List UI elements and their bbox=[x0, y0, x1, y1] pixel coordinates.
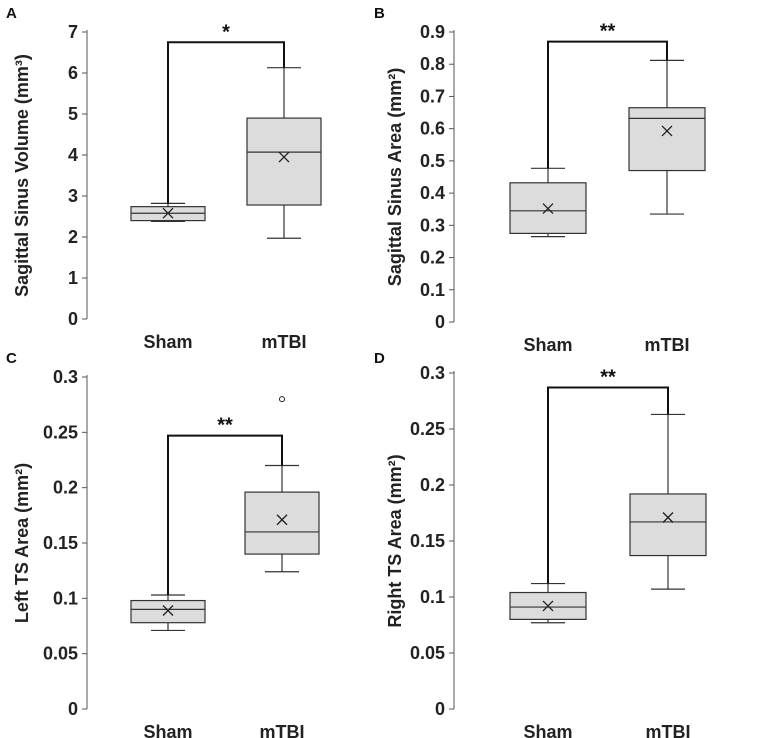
y-tick-label: 0.9 bbox=[420, 22, 445, 42]
y-tick-label: 0.8 bbox=[420, 54, 445, 74]
mean-marker-stroke bbox=[276, 514, 288, 526]
significance-bracket: ** bbox=[167, 415, 283, 596]
iqr-box bbox=[244, 491, 320, 555]
mean-marker bbox=[542, 600, 554, 612]
y-tick-label: 0.15 bbox=[43, 533, 78, 553]
y-tick-label: 7 bbox=[68, 22, 78, 42]
y-tick-label: 0.15 bbox=[410, 531, 445, 551]
y-tick-label: 3 bbox=[68, 186, 78, 206]
panel-label: A bbox=[6, 5, 17, 22]
bracket-line bbox=[547, 40, 668, 169]
y-tick-label: 0.7 bbox=[420, 86, 445, 106]
significance-label: ** bbox=[600, 21, 616, 43]
y-tick-label: 0.2 bbox=[53, 478, 78, 498]
y-tick-label: 0.4 bbox=[420, 183, 445, 203]
panel-d: D 0 0.05 0.1 0.15 0.2 0.25 0.3 Right TS Area (mm… bbox=[374, 350, 707, 738]
x-category-label: Sham bbox=[523, 722, 572, 738]
mean-marker-stroke bbox=[542, 203, 554, 215]
y-axis-label: Right TS Area (mm²) bbox=[385, 454, 405, 627]
mean-marker-stroke bbox=[162, 207, 174, 219]
mean-marker bbox=[661, 125, 673, 137]
iqr-box bbox=[130, 599, 206, 624]
x-category-label: Sham bbox=[143, 332, 192, 352]
box-mtbi bbox=[246, 67, 322, 239]
y-tick-label: 0.1 bbox=[53, 588, 78, 608]
box-mtbi bbox=[628, 59, 706, 215]
y-tick-label: 0.5 bbox=[420, 151, 445, 171]
box-mtbi bbox=[244, 396, 320, 573]
panel-label: C bbox=[6, 350, 17, 367]
x-category-label: mTBI bbox=[262, 332, 307, 352]
mean-marker-stroke bbox=[162, 605, 174, 616]
mean-marker bbox=[276, 514, 288, 526]
y-tick-label: 0.2 bbox=[420, 248, 445, 268]
panel-c: C 0 0.05 0.1 0.15 0.2 0.25 0.3 Left TS Area (mm²… bbox=[6, 350, 320, 738]
iqr-box bbox=[628, 107, 706, 172]
x-category-label: mTBI bbox=[645, 335, 690, 355]
bracket-line bbox=[167, 41, 285, 204]
y-tick-label: 0.6 bbox=[420, 119, 445, 139]
x-category-label: mTBI bbox=[646, 722, 691, 738]
panel-label: B bbox=[374, 5, 385, 22]
y-axis-label: Left TS Area (mm²) bbox=[12, 463, 32, 623]
panel-label: D bbox=[374, 350, 385, 367]
mean-marker bbox=[662, 512, 674, 523]
y-tick-label: 1 bbox=[68, 268, 78, 288]
y-tick-label: 0.25 bbox=[410, 419, 445, 439]
y-tick-label: 4 bbox=[68, 145, 78, 165]
box-sham bbox=[130, 202, 206, 223]
y-tick-label: 0.1 bbox=[420, 587, 445, 607]
iqr-box bbox=[629, 493, 707, 557]
x-category-label: Sham bbox=[523, 335, 572, 355]
significance-label: * bbox=[222, 21, 230, 43]
y-tick-label: 0.3 bbox=[420, 363, 445, 383]
y-axis-label: Sagittal Sinus Area (mm²) bbox=[385, 68, 405, 286]
mean-marker bbox=[278, 151, 290, 163]
y-tick-label: 0.1 bbox=[420, 280, 445, 300]
y-tick-label: 0.05 bbox=[43, 644, 78, 664]
box-sham bbox=[130, 594, 206, 632]
y-tick-label: 0.2 bbox=[420, 475, 445, 495]
mean-marker-stroke bbox=[278, 151, 290, 163]
y-tick-label: 6 bbox=[68, 63, 78, 83]
y-axis-label: Sagittal Sinus Volume (mm³) bbox=[12, 54, 32, 297]
significance-label: ** bbox=[600, 367, 616, 389]
panel-a: A 0 1 2 3 4 5 6 7 Sagittal Sinus Volume (mm³) Sham… bbox=[6, 5, 322, 352]
bracket-line bbox=[167, 434, 283, 596]
box-sham bbox=[509, 582, 587, 624]
y-tick-label: 0 bbox=[435, 699, 445, 719]
y-tick-label: 5 bbox=[68, 104, 78, 124]
significance-bracket: ** bbox=[547, 21, 668, 169]
iqr-box bbox=[246, 117, 322, 206]
y-tick-label: 0 bbox=[68, 309, 78, 329]
x-category-label: mTBI bbox=[260, 722, 305, 738]
mean-marker-stroke bbox=[662, 512, 674, 523]
bracket-line bbox=[547, 386, 669, 584]
y-tick-label: 0.25 bbox=[43, 422, 78, 442]
panel-b: B 0 0.1 0.2 0.3 0.4 0.5 0.6 0.7 0.8 0.9 Sagittal Si… bbox=[374, 5, 706, 355]
mean-marker-stroke bbox=[542, 600, 554, 612]
y-tick-label: 0.05 bbox=[410, 643, 445, 663]
significance-bracket: ** bbox=[547, 367, 669, 584]
y-tick-label: 0 bbox=[68, 699, 78, 719]
significance-bracket: * bbox=[167, 21, 285, 204]
mean-marker bbox=[542, 203, 554, 215]
y-tick-label: 0.3 bbox=[53, 367, 78, 387]
box-sham bbox=[509, 167, 587, 238]
significance-label: ** bbox=[217, 415, 233, 437]
box-mtbi bbox=[629, 413, 707, 590]
y-tick-label: 2 bbox=[68, 227, 78, 247]
mean-marker bbox=[162, 605, 174, 616]
x-category-label: Sham bbox=[143, 722, 192, 738]
outlier-point bbox=[279, 396, 285, 403]
mean-marker-stroke bbox=[661, 125, 673, 137]
y-tick-label: 0.3 bbox=[420, 215, 445, 235]
mean-marker bbox=[162, 207, 174, 219]
y-tick-label: 0 bbox=[435, 312, 445, 332]
